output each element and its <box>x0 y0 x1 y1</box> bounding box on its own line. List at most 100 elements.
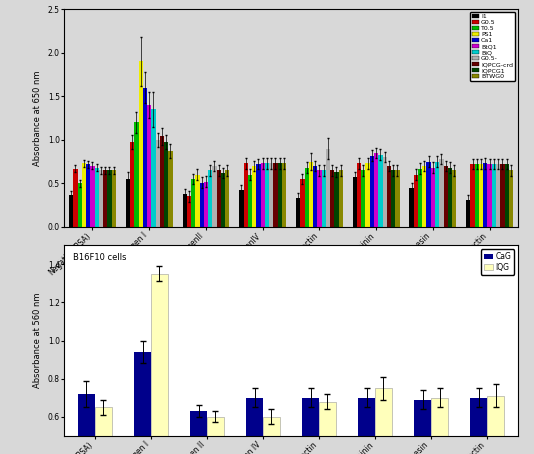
Bar <box>370 156 374 227</box>
Bar <box>330 170 334 227</box>
Bar <box>492 164 496 227</box>
Bar <box>300 179 304 227</box>
Bar <box>263 417 280 454</box>
Bar <box>269 163 273 227</box>
Bar <box>248 175 252 227</box>
Bar <box>244 163 248 227</box>
Bar <box>418 168 422 227</box>
Legend: I1, G0.5, T0.5, PS1, Ca1, BtQ1, BiQ, G0.5-, IQPCG-crd, IQPCG1, BTWG0: I1, G0.5, T0.5, PS1, Ca1, BtQ1, BiQ, G0.… <box>470 12 515 81</box>
Bar <box>183 194 187 227</box>
Bar <box>217 170 221 227</box>
Bar <box>326 148 330 227</box>
Bar <box>334 172 339 227</box>
Bar <box>207 417 224 454</box>
Bar <box>375 388 392 454</box>
Bar <box>69 195 73 227</box>
Bar <box>103 170 107 227</box>
Bar <box>78 394 95 454</box>
Bar <box>358 398 375 454</box>
Bar <box>488 164 492 227</box>
Bar <box>496 164 500 227</box>
Bar <box>246 398 263 454</box>
Bar <box>391 170 395 227</box>
Bar <box>147 105 151 227</box>
Bar <box>225 170 229 227</box>
Bar <box>309 162 313 227</box>
Bar <box>261 163 265 227</box>
Bar <box>475 164 479 227</box>
Text: B16F10 cells: B16F10 cells <box>73 253 127 262</box>
Bar <box>77 183 82 227</box>
Bar <box>95 168 99 227</box>
Bar <box>204 182 208 227</box>
Bar <box>256 164 261 227</box>
Bar <box>410 188 414 227</box>
Bar <box>134 352 151 454</box>
Bar <box>353 178 357 227</box>
Bar <box>164 143 168 227</box>
Bar <box>431 398 448 454</box>
Bar <box>168 151 172 227</box>
Bar <box>365 163 370 227</box>
Bar <box>422 166 427 227</box>
Bar <box>374 153 378 227</box>
Legend: CaG, IQG: CaG, IQG <box>481 249 514 275</box>
Bar <box>387 166 391 227</box>
Bar <box>339 170 343 227</box>
Bar <box>414 400 431 454</box>
Bar <box>361 170 365 227</box>
Bar <box>313 166 317 227</box>
Bar <box>252 166 256 227</box>
Bar <box>187 197 191 227</box>
Bar <box>126 179 130 227</box>
Bar <box>160 136 164 227</box>
Bar <box>444 166 448 227</box>
Bar <box>296 198 300 227</box>
Bar <box>302 398 319 454</box>
Bar <box>435 162 439 227</box>
Bar <box>282 163 286 227</box>
Bar <box>466 200 470 227</box>
Bar <box>319 401 336 454</box>
Bar <box>304 168 309 227</box>
Y-axis label: Absorbance at 650 nm: Absorbance at 650 nm <box>33 70 42 166</box>
Bar <box>483 163 488 227</box>
Bar <box>439 159 444 227</box>
Bar <box>414 175 418 227</box>
Bar <box>208 170 213 227</box>
Bar <box>487 396 504 454</box>
Bar <box>134 123 138 227</box>
Bar <box>265 163 269 227</box>
Bar <box>86 164 90 227</box>
Bar <box>357 163 361 227</box>
Bar <box>505 164 509 227</box>
Bar <box>213 166 217 227</box>
Bar <box>431 168 435 227</box>
Bar <box>395 170 399 227</box>
Bar <box>99 170 103 227</box>
Bar <box>317 170 321 227</box>
Bar <box>138 61 143 227</box>
Bar <box>448 168 452 227</box>
Bar <box>155 140 160 227</box>
Bar <box>452 170 456 227</box>
Bar <box>190 411 207 454</box>
Bar <box>239 190 244 227</box>
Bar <box>509 170 513 227</box>
Bar <box>90 166 95 227</box>
Bar <box>470 398 487 454</box>
Bar <box>470 164 475 227</box>
Bar <box>143 88 147 227</box>
Bar <box>107 170 112 227</box>
Bar <box>427 162 431 227</box>
Bar <box>200 183 204 227</box>
Bar <box>278 163 282 227</box>
Bar <box>221 173 225 227</box>
Bar <box>73 168 77 227</box>
Bar <box>382 157 387 227</box>
Bar <box>151 274 168 454</box>
Bar <box>82 163 86 227</box>
Bar <box>191 179 195 227</box>
Bar <box>151 109 155 227</box>
Bar <box>130 143 134 227</box>
